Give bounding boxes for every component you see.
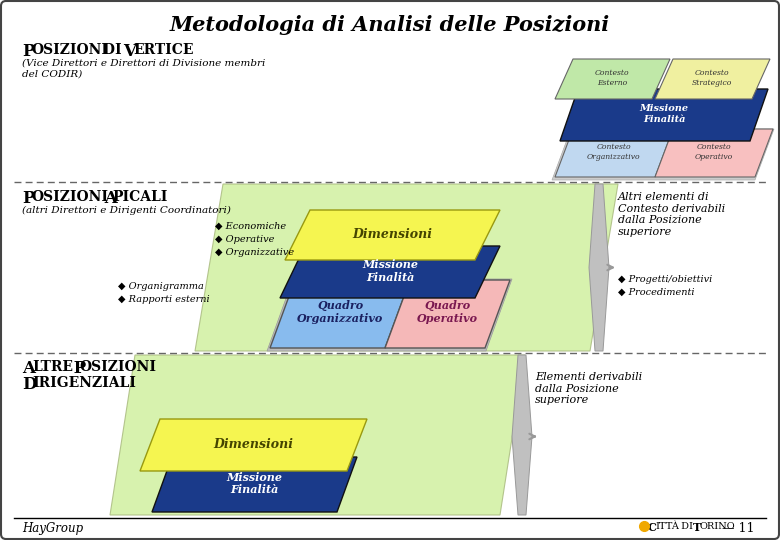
Text: ◆ Procedimenti: ◆ Procedimenti <box>618 288 694 297</box>
Text: Quadro
Operativo: Quadro Operativo <box>417 300 478 324</box>
Polygon shape <box>560 89 768 141</box>
Polygon shape <box>270 280 410 348</box>
Text: V: V <box>123 43 136 60</box>
Polygon shape <box>285 210 500 260</box>
Text: HayGroup: HayGroup <box>22 522 83 535</box>
Polygon shape <box>589 184 609 351</box>
Text: ◆ Rapporti esterni: ◆ Rapporti esterni <box>118 295 210 304</box>
Text: Contesto
Operativo: Contesto Operativo <box>695 144 733 160</box>
Text: ERTICE: ERTICE <box>133 43 193 57</box>
Text: ORINO: ORINO <box>700 522 736 531</box>
Text: Metodologia di Analisi delle Posizioni: Metodologia di Analisi delle Posizioni <box>170 15 610 35</box>
Text: P: P <box>68 360 86 377</box>
Text: Contesto
Strategico: Contesto Strategico <box>692 70 732 86</box>
Polygon shape <box>385 280 510 348</box>
Text: A: A <box>22 360 35 377</box>
Polygon shape <box>195 184 618 351</box>
Text: — 11: — 11 <box>722 522 755 535</box>
Text: OSIZIONI: OSIZIONI <box>31 43 108 57</box>
Text: Dimensioni: Dimensioni <box>353 227 432 240</box>
Text: P: P <box>22 43 34 60</box>
Polygon shape <box>555 59 670 99</box>
Text: C: C <box>648 522 657 533</box>
Text: ◆ Progetti/obiettivi: ◆ Progetti/obiettivi <box>618 275 712 284</box>
Polygon shape <box>552 129 774 180</box>
Text: OSIZIONI: OSIZIONI <box>79 360 156 374</box>
Text: Contesto
Organizzativo: Contesto Organizzativo <box>587 144 641 160</box>
Polygon shape <box>140 419 367 471</box>
Text: Elementi derivabili
dalla Posizione
superiore: Elementi derivabili dalla Posizione supe… <box>535 372 642 405</box>
Text: LTRE: LTRE <box>32 360 73 374</box>
Text: (Vice Direttori e Direttori di Divisione membri
del CODIR): (Vice Direttori e Direttori di Divisione… <box>22 59 265 78</box>
Polygon shape <box>110 355 525 515</box>
Text: ITTÀ: ITTÀ <box>655 522 679 531</box>
Text: Altri elementi di
Contesto derivabili
dalla Posizione
superiore: Altri elementi di Contesto derivabili da… <box>618 192 725 237</box>
Text: Missione
Finalità: Missione Finalità <box>640 104 689 124</box>
Text: OSIZIONI: OSIZIONI <box>31 190 108 204</box>
Text: (altri Direttori e Dirigenti Coordinatori): (altri Direttori e Dirigenti Coordinator… <box>22 206 231 215</box>
Polygon shape <box>267 279 512 351</box>
Text: ◆ Organizzative: ◆ Organizzative <box>215 248 294 257</box>
Text: Dimensioni: Dimensioni <box>214 437 293 450</box>
Polygon shape <box>555 129 673 177</box>
Text: T: T <box>693 522 701 533</box>
Text: A: A <box>99 190 118 207</box>
Text: DI: DI <box>98 43 126 57</box>
Text: ◆ Economiche: ◆ Economiche <box>215 222 286 231</box>
Polygon shape <box>512 355 532 515</box>
Text: PICALI: PICALI <box>112 190 168 204</box>
Text: D: D <box>22 376 37 393</box>
Polygon shape <box>655 129 773 177</box>
Text: DI: DI <box>678 522 696 531</box>
Text: Missione
Finalità: Missione Finalità <box>226 471 282 495</box>
Polygon shape <box>152 457 357 512</box>
Polygon shape <box>280 246 500 298</box>
Polygon shape <box>655 59 770 99</box>
Text: Quadro
Organizzativo: Quadro Organizzativo <box>297 300 383 324</box>
Text: IRIGENZIALI: IRIGENZIALI <box>32 376 136 390</box>
Text: ◆ Organigramma: ◆ Organigramma <box>118 282 204 291</box>
Text: ◆ Operative: ◆ Operative <box>215 235 275 244</box>
Text: Missione
Finalità: Missione Finalità <box>362 259 418 283</box>
Text: Contesto
Esterno: Contesto Esterno <box>594 70 629 86</box>
Text: P: P <box>22 190 34 207</box>
